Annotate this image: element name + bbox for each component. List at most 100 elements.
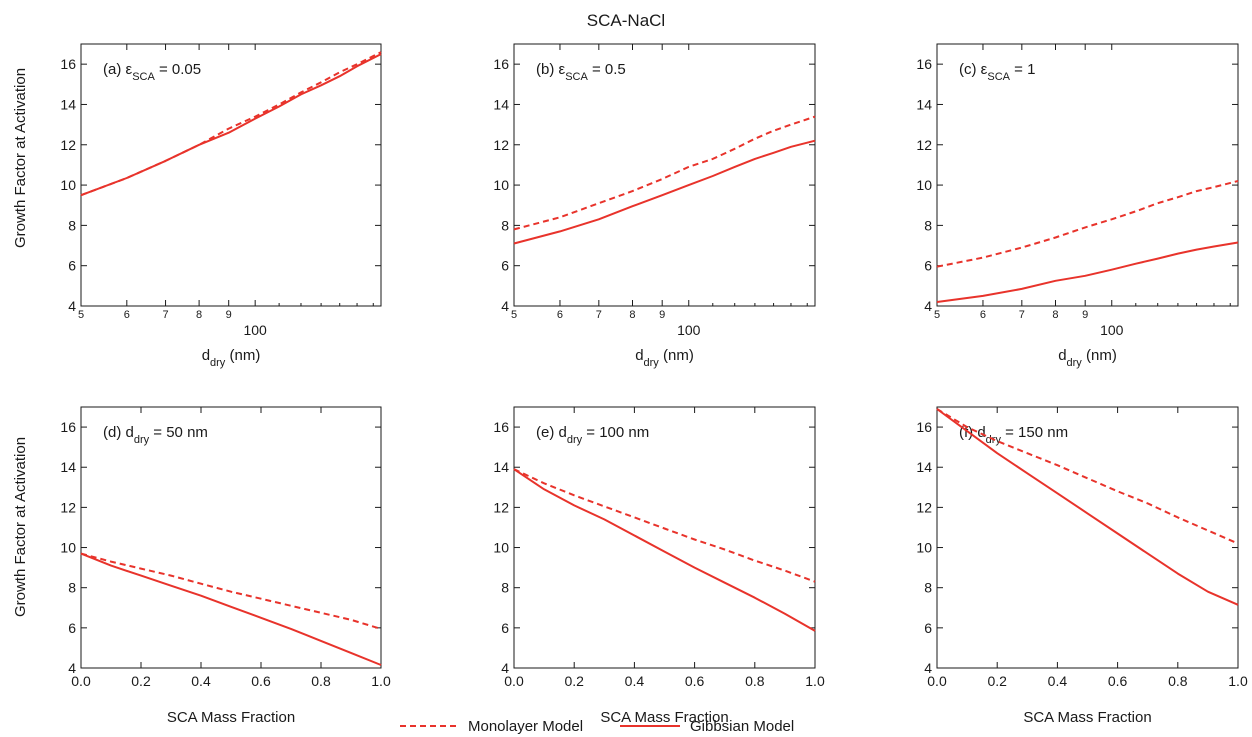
y-tick-label: 16 bbox=[493, 419, 509, 435]
annotation-value: = 0.5 bbox=[588, 61, 626, 78]
y-tick-label: 6 bbox=[68, 620, 76, 636]
legend-label-gibbsian: Gibbsian Model bbox=[690, 718, 794, 735]
series-monolayer-model bbox=[513, 468, 816, 583]
annotation-subscript: dry bbox=[134, 434, 150, 446]
x-tick-label: 0.8 bbox=[1168, 673, 1188, 689]
series-gibbsian-model bbox=[80, 552, 382, 666]
panel-annotation: (e) ddry = 100 nm bbox=[536, 424, 649, 446]
series-gibbsian-model bbox=[936, 241, 1239, 303]
x-axis-label-subscript: dry bbox=[644, 357, 660, 369]
x-tick-label: 0.2 bbox=[131, 673, 151, 689]
y-tick-label: 10 bbox=[916, 540, 932, 556]
panel-e: 4 6 8 10 12 14 16 0.0 0.2 0.4 0.6 0.8 1.0 SCA Mass Fr… bbox=[493, 406, 825, 726]
x-tick-label: 0.8 bbox=[745, 673, 765, 689]
y-tick-label: 16 bbox=[60, 419, 76, 435]
panel-b: 4 6 8 10 12 14 16 5 6 7 8 9 100 ddry (nm) (b) εSCA = 0… bbox=[493, 43, 816, 369]
x-axis-label: SCA Mass Fraction bbox=[1023, 709, 1151, 726]
series-monolayer-model bbox=[513, 115, 816, 231]
y-tick-label: 4 bbox=[924, 660, 932, 676]
x-tick-label: 8 bbox=[1052, 309, 1058, 321]
annotation-value: = 50 nm bbox=[149, 424, 208, 441]
x-axis-label-unit: (nm) bbox=[1082, 347, 1117, 364]
x-tick-label: 6 bbox=[557, 309, 563, 321]
y-tick-label: 8 bbox=[924, 580, 932, 596]
annotation-subscript: SCA bbox=[132, 71, 155, 83]
series-monolayer-model bbox=[80, 552, 382, 630]
y-tick-label: 4 bbox=[68, 298, 76, 314]
panel-annotation: (f) ddry = 150 nm bbox=[959, 424, 1068, 446]
y-tick-label: 10 bbox=[60, 177, 76, 193]
y-tick-label: 10 bbox=[493, 540, 509, 556]
y-tick-label: 12 bbox=[60, 499, 76, 515]
x-tick-label: 100 bbox=[1100, 322, 1124, 338]
annotation-value: = 0.05 bbox=[155, 61, 201, 78]
x-tick-label: 0.4 bbox=[191, 673, 211, 689]
annotation-subscript: dry bbox=[567, 434, 583, 446]
y-axis-label-bottom: Growth Factor at Activation bbox=[12, 437, 29, 617]
x-tick-label: 0.0 bbox=[504, 673, 524, 689]
x-tick-label: 0.4 bbox=[625, 673, 645, 689]
x-tick-label: 1.0 bbox=[371, 673, 391, 689]
panel-f: 4 6 8 10 12 14 16 0.0 0.2 0.4 0.6 0.8 1.0 SCA Mass Fr… bbox=[916, 406, 1248, 726]
x-tick-label: 9 bbox=[659, 309, 665, 321]
x-tick-label: 0.6 bbox=[1108, 673, 1128, 689]
y-tick-label: 8 bbox=[68, 580, 76, 596]
x-tick-label: 0.0 bbox=[927, 673, 947, 689]
x-axis-label: SCA Mass Fraction bbox=[600, 709, 728, 726]
x-tick-label: 1.0 bbox=[805, 673, 825, 689]
x-axis-label: ddry (nm) bbox=[1058, 347, 1117, 369]
y-axis-label-top: Growth Factor at Activation bbox=[12, 68, 29, 248]
y-tick-label: 6 bbox=[501, 258, 509, 274]
annotation-value: = 150 nm bbox=[1001, 424, 1068, 441]
x-axis-label: SCA Mass Fraction bbox=[167, 709, 295, 726]
panel-annotation: (b) εSCA = 0.5 bbox=[536, 61, 626, 83]
series-gibbsian-model bbox=[936, 408, 1239, 606]
legend: Monolayer Model Gibbsian Model bbox=[400, 718, 794, 735]
annotation-subscript: SCA bbox=[987, 71, 1010, 83]
plot-frame bbox=[513, 406, 816, 669]
y-tick-label: 6 bbox=[68, 258, 76, 274]
panel-annotation: (c) εSCA = 1 bbox=[959, 61, 1035, 83]
y-tick-label: 14 bbox=[916, 459, 932, 475]
y-tick-label: 8 bbox=[501, 217, 509, 233]
y-tick-label: 12 bbox=[916, 499, 932, 515]
y-tick-label: 12 bbox=[493, 137, 509, 153]
plot-frame bbox=[80, 406, 382, 669]
panel-annotation: (d) ddry = 50 nm bbox=[103, 424, 208, 446]
x-tick-label: 8 bbox=[196, 309, 202, 321]
y-tick-label: 16 bbox=[916, 56, 932, 72]
series-monolayer-model bbox=[936, 408, 1239, 545]
x-axis-label: ddry (nm) bbox=[635, 347, 694, 369]
panel-d: 4 6 8 10 12 14 16 0.0 0.2 0.4 0.6 0.8 1.0 SCA Mass Fr… bbox=[60, 406, 391, 726]
x-tick-label: 0.2 bbox=[987, 673, 1007, 689]
plot-frame bbox=[80, 43, 382, 307]
x-tick-label: 9 bbox=[1082, 309, 1088, 321]
legend-label-monolayer: Monolayer Model bbox=[468, 718, 583, 735]
annotation-value: = 1 bbox=[1010, 61, 1035, 78]
x-tick-label: 1.0 bbox=[1228, 673, 1248, 689]
plot-frame bbox=[936, 406, 1239, 669]
x-axis-label-subscript: dry bbox=[210, 357, 226, 369]
x-tick-label: 5 bbox=[934, 309, 940, 321]
x-axis-label-unit: (nm) bbox=[659, 347, 694, 364]
y-tick-label: 6 bbox=[924, 258, 932, 274]
x-axis-label-subscript: dry bbox=[1067, 357, 1083, 369]
x-tick-label: 7 bbox=[1019, 309, 1025, 321]
x-axis-label-unit: (nm) bbox=[225, 347, 260, 364]
y-tick-label: 16 bbox=[916, 419, 932, 435]
x-tick-label: 9 bbox=[226, 309, 232, 321]
x-tick-label: 0.8 bbox=[311, 673, 331, 689]
x-tick-label: 7 bbox=[596, 309, 602, 321]
panel-annotation: (a) εSCA = 0.05 bbox=[103, 61, 201, 83]
y-tick-label: 14 bbox=[60, 459, 76, 475]
x-tick-label: 8 bbox=[629, 309, 635, 321]
y-tick-label: 10 bbox=[493, 177, 509, 193]
y-tick-label: 8 bbox=[68, 217, 76, 233]
y-tick-label: 8 bbox=[924, 217, 932, 233]
y-tick-label: 10 bbox=[60, 540, 76, 556]
y-tick-label: 12 bbox=[916, 137, 932, 153]
x-tick-label: 7 bbox=[162, 309, 168, 321]
annotation-value: = 100 nm bbox=[582, 424, 649, 441]
x-tick-label: 0.2 bbox=[564, 673, 584, 689]
